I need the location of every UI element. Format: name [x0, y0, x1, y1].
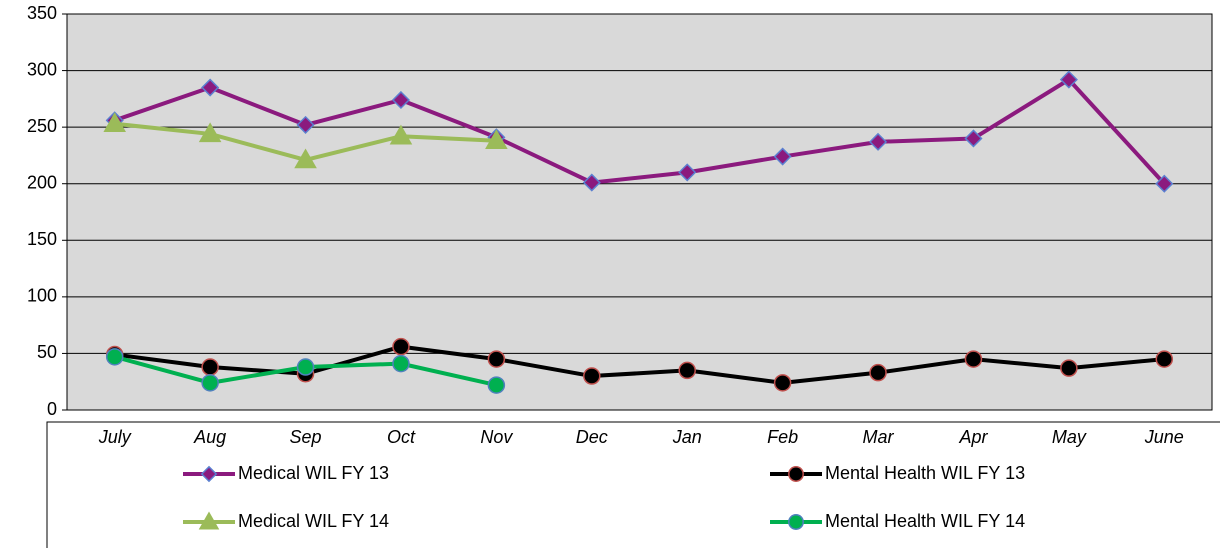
data-point	[1155, 174, 1174, 193]
data-point	[198, 122, 222, 143]
x-tick-label: May	[1052, 427, 1087, 447]
y-tick-label: 350	[27, 3, 57, 23]
data-point	[773, 147, 792, 166]
data-point	[296, 115, 315, 134]
data-point	[678, 163, 697, 182]
data-point	[487, 350, 506, 368]
plot-border	[66, 13, 1213, 411]
data-point	[773, 374, 792, 392]
legend-marker	[788, 466, 804, 482]
x-tick-label: June	[1144, 427, 1184, 447]
data-point	[869, 363, 887, 382]
data-point	[201, 374, 219, 392]
data-point	[1155, 350, 1174, 368]
series-line	[114, 77, 1166, 186]
legend-marker	[198, 511, 220, 530]
data-point	[392, 337, 410, 356]
x-tick-label: Jan	[672, 427, 702, 447]
data-point	[678, 361, 696, 380]
data-point	[103, 112, 127, 132]
data-point	[964, 350, 983, 368]
data-point	[391, 90, 411, 110]
data-point	[583, 367, 601, 385]
data-point	[487, 376, 506, 394]
x-tick-label: Mar	[863, 427, 895, 447]
legend-marker	[200, 465, 218, 483]
data-point	[964, 129, 983, 148]
x-tick-label: July	[98, 427, 132, 447]
x-tick-label: Feb	[767, 427, 798, 447]
legend-label: Mental Health WIL FY 13	[825, 463, 1025, 483]
y-tick-label: 0	[47, 399, 57, 419]
legend-box	[46, 421, 1220, 548]
data-point	[201, 78, 220, 97]
x-tick-label: Aug	[193, 427, 226, 447]
data-point	[392, 354, 410, 373]
legend-label: Medical WIL FY 14	[238, 511, 389, 531]
data-point	[296, 358, 315, 376]
y-tick-label: 100	[27, 286, 57, 306]
data-point	[485, 129, 508, 149]
legend-label: Mental Health WIL FY 14	[825, 511, 1025, 531]
y-tick-label: 250	[27, 116, 57, 136]
y-tick-label: 150	[27, 229, 57, 249]
legend-marker	[788, 514, 804, 530]
x-tick-label: Nov	[480, 427, 513, 447]
plot-area	[67, 14, 1212, 410]
series-line	[114, 344, 1165, 385]
data-point	[389, 124, 413, 145]
x-tick-label: Apr	[958, 427, 988, 447]
data-point	[582, 173, 601, 192]
x-tick-label: Sep	[290, 427, 322, 447]
y-tick-label: 50	[37, 342, 57, 362]
data-point	[1059, 70, 1078, 89]
x-tick-label: Oct	[387, 427, 416, 447]
data-point	[1060, 359, 1078, 377]
legend-label: Medical WIL FY 13	[238, 463, 389, 483]
data-point	[201, 358, 219, 376]
data-point	[868, 132, 888, 151]
y-tick-label: 200	[27, 172, 57, 192]
x-tick-label: Dec	[576, 427, 608, 447]
data-point	[105, 348, 124, 366]
y-tick-label: 300	[27, 59, 57, 79]
data-point	[294, 148, 317, 169]
